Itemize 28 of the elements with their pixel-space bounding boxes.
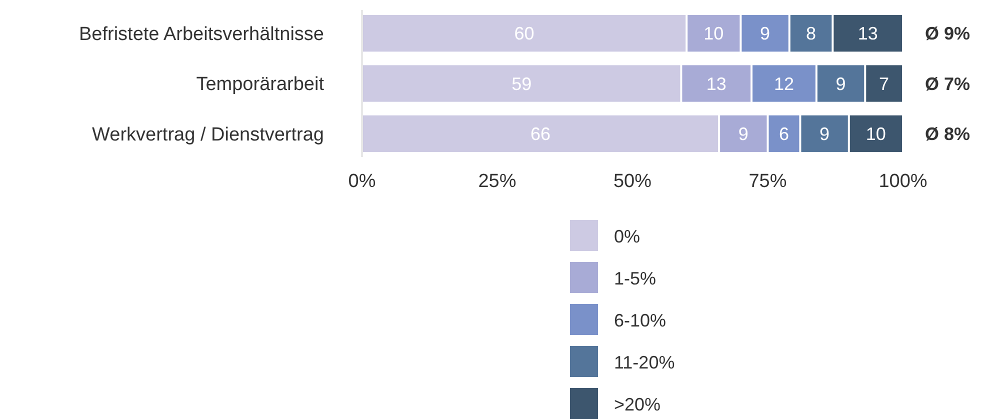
x-tick-label: 0% [348,171,376,192]
data-label: 9 [820,124,830,144]
total-label: Ø 9% [925,24,970,44]
data-label: 12 [774,74,794,94]
x-tick-label: 50% [613,171,652,192]
data-label: 10 [704,24,724,44]
y-tick-label: Befristete Arbeitsverhältnisse [78,24,324,45]
x-tick-label: 100% [878,171,928,192]
data-label: 10 [866,124,886,144]
data-label: 9 [738,124,748,144]
legend-label: >20% [614,394,661,414]
x-tick-label: 75% [748,171,787,192]
legend-label: 1-5% [614,268,656,288]
legend-label: 11-20% [614,352,675,372]
total-label: Ø 8% [925,124,970,144]
data-label: 9 [836,74,846,94]
x-tick-label: 25% [478,171,516,192]
data-label: 7 [879,74,890,94]
y-tick-label: Werkvertrag / Dienstvertrag [92,124,324,146]
total-label: Ø 7% [925,74,970,94]
y-tick-label: Temporärarbeit [196,74,325,96]
data-label: 6 [778,124,789,144]
data-label: 13 [706,74,726,94]
legend-label: 6-10% [614,310,666,330]
data-label: 8 [806,24,816,44]
data-label: 13 [858,24,878,44]
legend-label: 0% [614,226,640,246]
data-label: 9 [760,24,770,44]
